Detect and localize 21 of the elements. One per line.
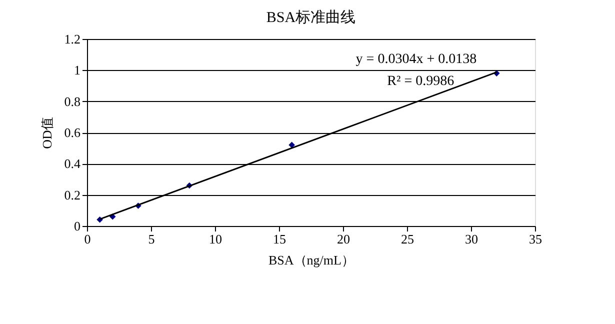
- y-tick-label: 0.4: [64, 156, 81, 172]
- y-tick-label: 0.8: [64, 94, 80, 109]
- chart-title: BSA标准曲线: [266, 9, 356, 26]
- y-tick-label: 0.2: [64, 187, 80, 202]
- x-axis-title: BSA（ng/mL）: [268, 252, 354, 268]
- y-tick-label: 1: [74, 62, 80, 78]
- x-tick-label: 10: [209, 232, 222, 246]
- point: [288, 142, 295, 148]
- y-axis-title: OD值: [39, 117, 54, 149]
- x-tick-label: 20: [337, 232, 350, 246]
- annotation: y = 0.0304x + 0.0138: [356, 52, 477, 67]
- x-tick-label: 5: [148, 232, 155, 246]
- annotation: R² = 0.9986: [387, 74, 454, 89]
- x-tick-label: 30: [465, 232, 478, 246]
- x-tick-label: 35: [529, 232, 542, 246]
- x-tick-label: 15: [273, 232, 286, 246]
- y-tick-label: 1.2: [64, 32, 80, 46]
- x-tick-label: 0: [84, 232, 91, 246]
- y-tick-label: 0: [74, 218, 80, 234]
- y-tick-label: 0.6: [64, 125, 81, 140]
- x-tick-label: 25: [401, 232, 414, 246]
